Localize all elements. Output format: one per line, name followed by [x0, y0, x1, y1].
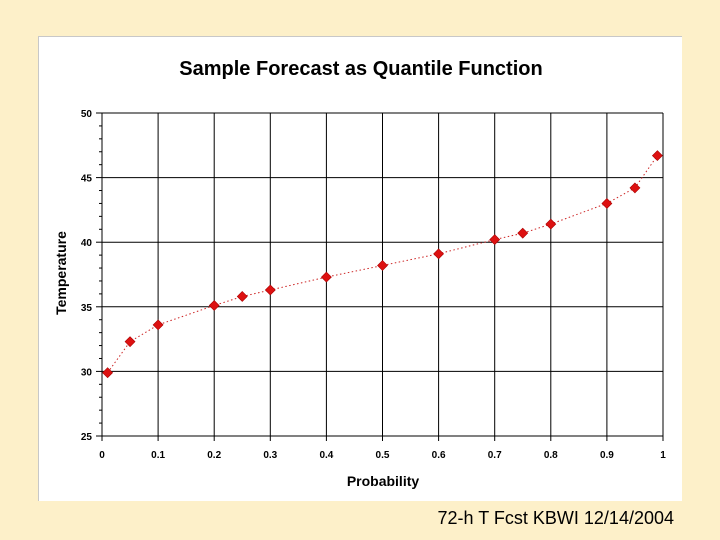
x-tick-label: 0.7: [488, 450, 502, 461]
x-tick-label: 0.8: [544, 450, 558, 461]
x-tick-label: 1: [660, 450, 666, 461]
x-tick-label: 0.6: [432, 450, 446, 461]
slide-caption: 72-h T Fcst KBWI 12/14/2004: [437, 508, 674, 528]
series-line: [107, 155, 658, 373]
data-series: [102, 150, 663, 379]
x-tick-label: 0.4: [319, 450, 333, 461]
data-point: [102, 367, 114, 379]
y-tick-label: 50: [81, 109, 93, 120]
x-axis-label: Probability: [347, 473, 420, 489]
chart-panel: Sample Forecast as Quantile Function 0 0.…: [38, 36, 682, 501]
y-axis-label: Temperature: [53, 231, 69, 315]
grid-lines: [102, 112, 664, 436]
data-point: [629, 182, 641, 194]
y-tick-label: 40: [81, 238, 93, 249]
data-point: [152, 319, 164, 331]
y-tick-label: 45: [81, 174, 93, 185]
x-tick-label: 0: [99, 450, 105, 461]
x-tick-label: 0.5: [376, 450, 390, 461]
y-tick-label: 35: [81, 303, 93, 314]
quantile-chart: Sample Forecast as Quantile Function 0 0.…: [53, 58, 666, 489]
data-point: [320, 271, 332, 283]
y-tick-label: 25: [81, 432, 93, 443]
data-point: [236, 291, 248, 302]
data-point: [651, 150, 663, 162]
data-point: [433, 248, 445, 260]
x-tick-label: 0.2: [207, 450, 221, 461]
chart-title: Sample Forecast as Quantile Function: [179, 58, 542, 80]
data-point: [208, 300, 220, 311]
data-point: [264, 284, 276, 296]
x-tick-label: 0.9: [600, 450, 614, 461]
data-point: [489, 234, 501, 246]
x-tick-label: 0.3: [263, 450, 277, 461]
y-tick-label: 30: [81, 367, 93, 378]
data-point: [124, 336, 136, 348]
data-point: [377, 260, 388, 271]
data-point: [545, 218, 557, 230]
axes: [96, 112, 664, 441]
x-tick-label: 0.1: [151, 450, 165, 461]
data-point: [601, 198, 613, 209]
data-point: [517, 227, 529, 239]
tick-labels: 0 0.1 0.2 0.3 0.4 0.5 0.6 0.7 0.8 0.9 1 25 30 35 40 45 5…: [81, 109, 666, 461]
